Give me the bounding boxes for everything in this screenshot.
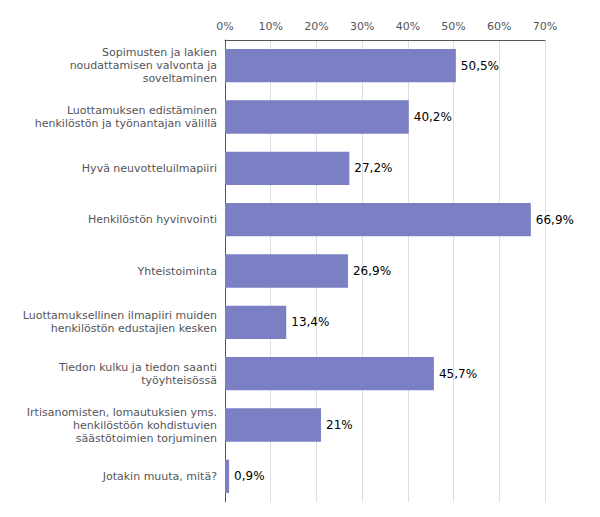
svg-text:Luottamuksellinen ilmapiiri mu: Luottamuksellinen ilmapiiri muiden	[23, 309, 217, 322]
svg-text:0%: 0%	[216, 20, 233, 33]
svg-text:10%: 10%	[258, 20, 282, 33]
svg-text:70%: 70%	[533, 20, 557, 33]
svg-text:13,4%: 13,4%	[291, 315, 329, 329]
svg-text:henkilöstöön kohdistuvien: henkilöstöön kohdistuvien	[73, 419, 217, 432]
svg-text:40%: 40%	[396, 20, 420, 33]
svg-text:Henkilöstön hyvinvointi: Henkilöstön hyvinvointi	[88, 213, 217, 226]
svg-text:Hyvä neuvotteluilmapiiri: Hyvä neuvotteluilmapiiri	[82, 162, 217, 175]
svg-text:50%: 50%	[441, 20, 465, 33]
svg-text:soveltaminen: soveltaminen	[143, 72, 217, 85]
svg-text:Jotakin muuta, mitä?: Jotakin muuta, mitä?	[102, 470, 217, 483]
svg-text:50,5%: 50,5%	[461, 59, 499, 73]
svg-text:Sopimusten ja lakien: Sopimusten ja lakien	[102, 46, 217, 59]
svg-text:Tiedon kulku ja tiedon saanti: Tiedon kulku ja tiedon saanti	[58, 361, 217, 374]
svg-text:66,9%: 66,9%	[536, 213, 574, 227]
svg-text:henkilöstön ja työnantajan väl: henkilöstön ja työnantajan välillä	[35, 117, 217, 130]
svg-text:Luottamuksen edistäminen: Luottamuksen edistäminen	[67, 104, 217, 117]
svg-text:0,9%: 0,9%	[234, 469, 265, 483]
svg-text:noudattamisen valvonta ja: noudattamisen valvonta ja	[70, 59, 217, 72]
svg-text:Yhteistoiminta: Yhteistoiminta	[137, 265, 217, 278]
svg-text:Irtisanomisten, lomautuksien y: Irtisanomisten, lomautuksien yms.	[27, 406, 217, 419]
svg-text:työyhteisössä: työyhteisössä	[141, 374, 217, 387]
svg-text:30%: 30%	[350, 20, 374, 33]
svg-text:henkilöstön edustajien kesken: henkilöstön edustajien kesken	[51, 322, 217, 335]
svg-text:45,7%: 45,7%	[439, 367, 477, 381]
svg-text:säästötoimien torjuminen: säästötoimien torjuminen	[76, 432, 217, 445]
svg-text:40,2%: 40,2%	[414, 110, 452, 124]
svg-text:27,2%: 27,2%	[354, 161, 392, 175]
svg-text:20%: 20%	[304, 20, 328, 33]
svg-text:26,9%: 26,9%	[353, 264, 391, 278]
svg-text:21%: 21%	[326, 418, 353, 432]
svg-text:60%: 60%	[487, 20, 511, 33]
